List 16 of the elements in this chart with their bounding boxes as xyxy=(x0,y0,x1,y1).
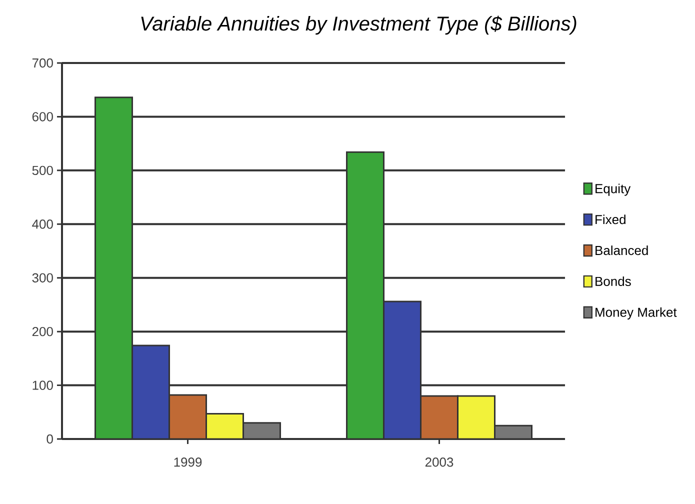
y-tick-label: 300 xyxy=(32,273,53,282)
x-tick-label: 2003 xyxy=(425,458,454,467)
legend-label: Equity xyxy=(596,184,631,196)
y-tick-label: 200 xyxy=(32,326,53,336)
y-tick-label: 100 xyxy=(32,380,53,390)
y-tick-label: 700 xyxy=(32,58,53,68)
y-tick-label: 0 xyxy=(46,434,53,444)
legend-label: Balanced xyxy=(596,246,648,256)
legend-label: Fixed xyxy=(596,214,626,224)
legend-label: Bonds xyxy=(596,276,631,286)
x-tick-label: 1999 xyxy=(174,458,202,467)
legend-label: Money Market xyxy=(596,307,677,320)
y-tick-label: 600 xyxy=(32,112,53,122)
chart-title: Variable Annuities by Investment Type ($ Billions) xyxy=(141,16,576,35)
y-tick-label: 500 xyxy=(32,166,53,176)
y-tick-label: 400 xyxy=(32,220,53,229)
